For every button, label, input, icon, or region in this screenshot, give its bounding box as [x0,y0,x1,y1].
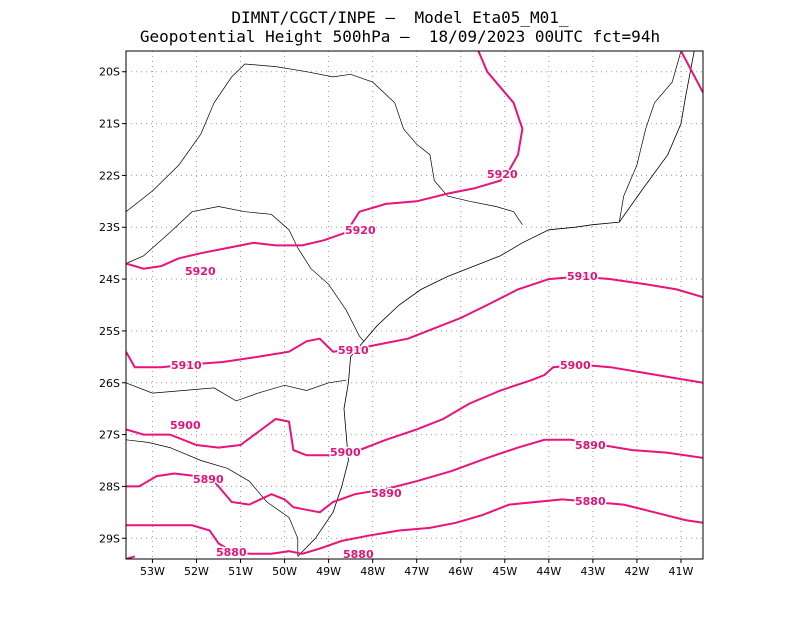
contour-lines [126,51,703,559]
contour-label-5920: 5920 [185,265,216,278]
y-tick-label: 27S [99,429,120,442]
x-tick-label: 49W [316,565,341,578]
x-tick-label: 47W [404,565,429,578]
contour-label-5890: 5890 [575,439,606,452]
state-border [126,379,347,402]
grid-lines [126,51,703,559]
contour-label-5910: 5910 [338,344,369,357]
contour-label-5900: 5900 [330,446,361,459]
contour-label-5880: 5880 [216,546,247,559]
plot-frame [125,50,704,560]
contour-label-5910: 5910 [171,359,202,372]
x-tick-label: 42W [624,565,649,578]
contour-label-5900: 5900 [170,419,201,432]
y-tick-label: 22S [99,169,120,182]
contour-5880 [126,498,703,555]
contour-5900 [126,363,703,457]
y-axis-ticks: 20S 21S 22S 23S 24S 25S 26S 27S 28S 29S [99,66,126,545]
contour-label-5890: 5890 [371,487,402,500]
contour-label-5900: 5900 [560,359,591,372]
state-border [126,439,299,557]
contour-label-5920: 5920 [487,168,518,181]
contour-5920 [126,51,524,270]
y-tick-label: 23S [99,221,120,234]
x-tick-label: 53W [140,565,165,578]
contour-label-5920: 5920 [345,224,376,237]
state-border [126,206,365,342]
contour-label-5890: 5890 [193,473,224,486]
y-tick-label: 26S [99,377,120,390]
y-tick-label: 25S [99,325,120,338]
x-tick-label: 50W [272,565,297,578]
y-tick-label: 24S [99,273,120,286]
title-line-1: DIMNT/CGCT/INPE – Model Eta05_M01_ [231,8,569,27]
contour-label-5910: 5910 [567,270,598,283]
x-tick-label: 43W [580,565,605,578]
state-border [618,51,682,223]
title-line-2: Geopotential Height 500hPa – 18/09/2023 … [139,27,661,46]
x-axis-ticks: 53W 52W 51W 50W 49W 48W 47W 46W 45W 44W 43W 42W 41W [140,559,694,578]
contour-labels: 5920 5920 5920 5910 5910 5910 5900 5900 … [169,167,608,563]
x-tick-label: 48W [360,565,385,578]
x-tick-label: 45W [492,565,517,578]
x-tick-label: 51W [228,565,253,578]
y-tick-label: 21S [99,118,120,131]
x-tick-label: 46W [448,565,473,578]
contour-5910 [126,275,703,369]
state-border [126,63,523,225]
coastline [297,51,695,557]
y-tick-label: 20S [99,66,120,79]
x-tick-label: 52W [184,565,209,578]
contour-5920 [680,51,703,93]
y-tick-label: 29S [99,532,120,545]
x-tick-label: 41W [669,565,694,578]
geography-lines [126,51,695,557]
y-tick-label: 28S [99,480,120,493]
contour-label-5880: 5880 [575,495,606,508]
x-tick-label: 44W [536,565,561,578]
contour-5890 [126,438,703,514]
